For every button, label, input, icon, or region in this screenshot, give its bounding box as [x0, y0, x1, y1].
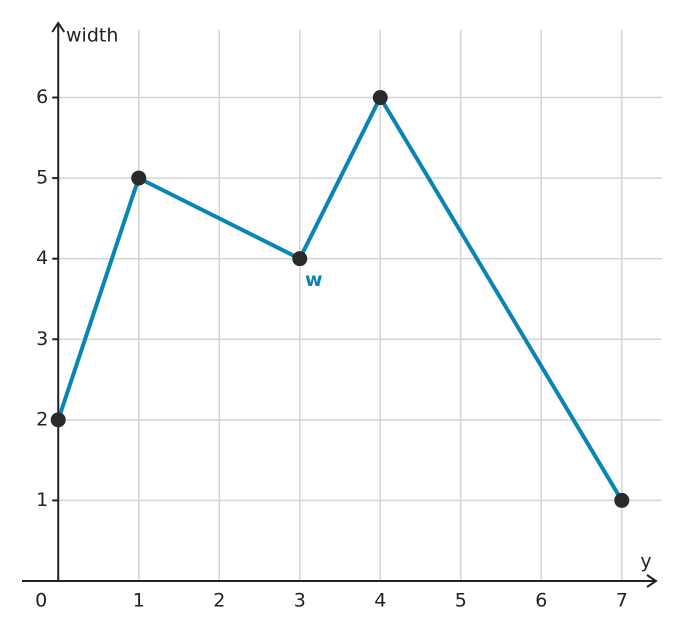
x-tick-label: 4	[374, 590, 386, 612]
x-tick-label: 3	[294, 590, 306, 612]
y-tick-label: 2	[36, 408, 48, 430]
x-axis-title: y	[640, 551, 651, 573]
data-point	[50, 412, 66, 428]
data-point	[131, 170, 147, 186]
series-label: w	[305, 269, 323, 291]
data-point	[614, 492, 630, 508]
x-tick-label: 6	[535, 590, 547, 612]
y-tick-label: 3	[36, 328, 48, 350]
x-tick-label: 2	[213, 590, 225, 612]
x-axis-arrow	[646, 574, 658, 588]
y-tick-label: 1	[36, 489, 48, 511]
series-line	[56, 95, 624, 502]
y-tick-label: 6	[36, 86, 48, 108]
x-tick-label: 1	[133, 590, 145, 612]
data-point	[372, 90, 388, 106]
x-tick-label: 7	[616, 590, 628, 612]
y-axis-arrow	[51, 21, 66, 33]
y-tick-label: 4	[36, 247, 48, 269]
y-axis-title: width	[66, 25, 118, 47]
y-tick-label: 5	[36, 167, 48, 189]
x-tick-label: 0	[35, 590, 47, 612]
data-point	[292, 251, 308, 267]
x-tick-label: 5	[455, 590, 467, 612]
